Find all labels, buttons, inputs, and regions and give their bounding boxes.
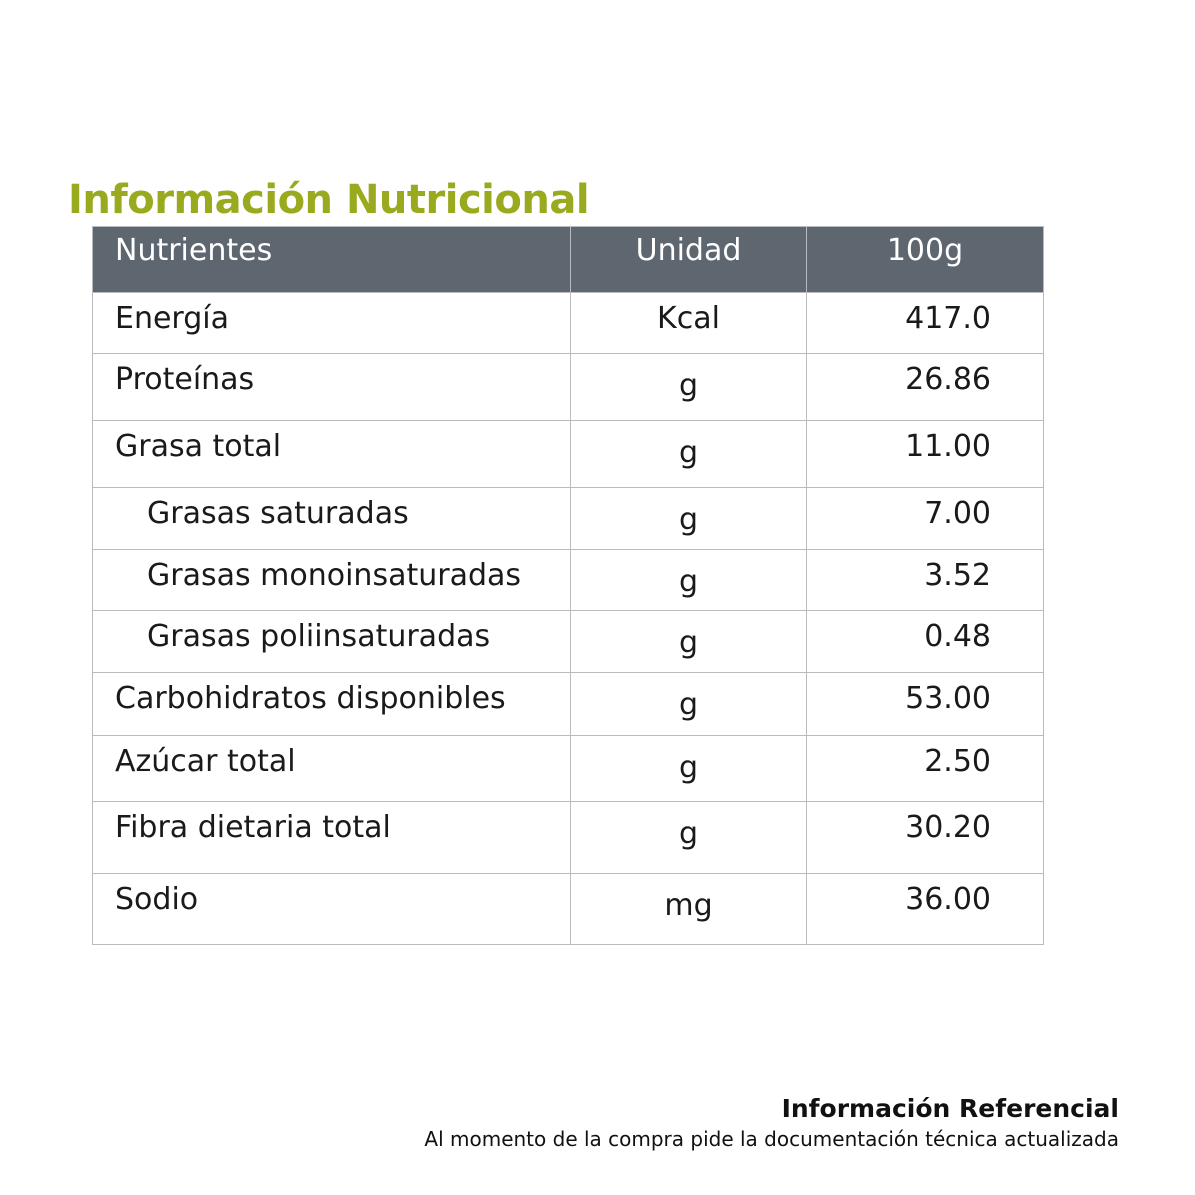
nutrient-name: Grasas poliinsaturadas [92, 610, 571, 673]
table-row: Azúcar total g 2.50 [92, 735, 1044, 802]
nutrient-unit: g [570, 487, 807, 550]
nutrient-name: Energía [92, 292, 571, 354]
nutrient-unit: g [570, 735, 807, 802]
nutrient-unit: mg [570, 873, 807, 945]
table-header: Nutrientes Unidad 100g [92, 226, 1044, 293]
nutrient-name: Proteínas [92, 353, 571, 421]
footer: Información Referencial Al momento de la… [424, 1093, 1119, 1153]
nutrition-table: Nutrientes Unidad 100g Energía Kcal 417.… [92, 226, 1044, 945]
nutrient-unit: Kcal [570, 292, 807, 354]
nutrient-value: 0.48 [806, 610, 1044, 673]
nutrient-name: Grasas saturadas [92, 487, 571, 550]
nutrient-name: Sodio [92, 873, 571, 945]
nutrient-name: Carbohidratos disponibles [92, 672, 571, 736]
nutrient-value: 30.20 [806, 801, 1044, 874]
nutrient-unit: g [570, 672, 807, 736]
nutrient-value: 2.50 [806, 735, 1044, 802]
table-row: Carbohidratos disponibles g 53.00 [92, 672, 1044, 736]
header-unit: Unidad [570, 226, 807, 293]
nutrient-value: 3.52 [806, 549, 1044, 611]
nutrient-name: Grasa total [92, 420, 571, 488]
header-per-100g: 100g [806, 226, 1044, 293]
header-row: Nutrientes Unidad 100g [92, 226, 1044, 293]
nutrient-unit: g [570, 420, 807, 488]
table-body: Energía Kcal 417.0 Proteínas g 26.86 Gra… [92, 292, 1044, 945]
nutrient-unit: g [570, 549, 807, 611]
nutrient-value: 11.00 [806, 420, 1044, 488]
table-row: Sodio mg 36.00 [92, 873, 1044, 945]
nutrient-name: Azúcar total [92, 735, 571, 802]
page-title: Información Nutricional [68, 177, 590, 223]
nutrient-unit: g [570, 353, 807, 421]
footer-note: Al momento de la compra pide la document… [424, 1127, 1119, 1151]
table-row: Grasas saturadas g 7.00 [92, 487, 1044, 550]
table-row: Grasa total g 11.00 [92, 420, 1044, 488]
nutrient-value: 26.86 [806, 353, 1044, 421]
header-nutrients: Nutrientes [92, 226, 571, 293]
nutrient-value: 7.00 [806, 487, 1044, 550]
table-row: Grasas poliinsaturadas g 0.48 [92, 610, 1044, 673]
table-row: Energía Kcal 417.0 [92, 292, 1044, 354]
table-row: Grasas monoinsaturadas g 3.52 [92, 549, 1044, 611]
nutrient-value: 53.00 [806, 672, 1044, 736]
table-row: Fibra dietaria total g 30.20 [92, 801, 1044, 874]
nutrient-unit: g [570, 610, 807, 673]
table-row: Proteínas g 26.86 [92, 353, 1044, 421]
nutrient-name: Fibra dietaria total [92, 801, 571, 874]
nutrient-unit: g [570, 801, 807, 874]
footer-title: Información Referencial [781, 1094, 1119, 1123]
nutrient-value: 417.0 [806, 292, 1044, 354]
nutrient-name: Grasas monoinsaturadas [92, 549, 571, 611]
nutrient-value: 36.00 [806, 873, 1044, 945]
